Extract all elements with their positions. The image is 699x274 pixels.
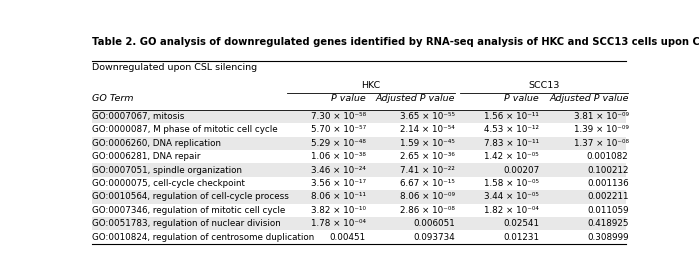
Text: GO:0051783, regulation of nuclear division: GO:0051783, regulation of nuclear divisi…: [92, 219, 280, 228]
Text: 1.58 × 10⁻⁰⁵: 1.58 × 10⁻⁰⁵: [484, 179, 539, 188]
Bar: [92, 190, 626, 204]
Text: 0.02541: 0.02541: [503, 219, 539, 228]
Text: 0.001136: 0.001136: [587, 179, 628, 188]
Text: 0.00207: 0.00207: [503, 166, 539, 175]
Text: P value: P value: [331, 94, 366, 103]
Text: 1.82 × 10⁻⁰⁴: 1.82 × 10⁻⁰⁴: [484, 206, 539, 215]
Bar: [92, 110, 626, 123]
Text: 4.53 × 10⁻¹²: 4.53 × 10⁻¹²: [484, 125, 539, 135]
Text: 3.56 × 10⁻¹⁷: 3.56 × 10⁻¹⁷: [311, 179, 366, 188]
Text: 2.86 × 10⁻⁰⁸: 2.86 × 10⁻⁰⁸: [401, 206, 455, 215]
Text: 0.093734: 0.093734: [413, 233, 455, 242]
Text: 7.83 × 10⁻¹¹: 7.83 × 10⁻¹¹: [484, 139, 539, 148]
Bar: [92, 164, 626, 177]
Text: GO Term: GO Term: [92, 94, 134, 103]
Text: GO:0007051, spindle organization: GO:0007051, spindle organization: [92, 166, 242, 175]
Text: Downregulated upon CSL silencing: Downregulated upon CSL silencing: [92, 64, 257, 72]
Text: 0.100212: 0.100212: [587, 166, 628, 175]
Text: 0.006051: 0.006051: [413, 219, 455, 228]
Text: 0.00451: 0.00451: [330, 233, 366, 242]
Text: 8.06 × 10⁻⁰⁹: 8.06 × 10⁻⁰⁹: [401, 192, 455, 201]
Text: 8.06 × 10⁻¹¹: 8.06 × 10⁻¹¹: [311, 192, 366, 201]
Text: 1.59 × 10⁻⁴⁵: 1.59 × 10⁻⁴⁵: [401, 139, 455, 148]
Text: 1.37 × 10⁻⁰⁸: 1.37 × 10⁻⁰⁸: [574, 139, 628, 148]
Text: 1.06 × 10⁻³⁸: 1.06 × 10⁻³⁸: [311, 152, 366, 161]
Text: 7.30 × 10⁻⁵⁸: 7.30 × 10⁻⁵⁸: [310, 112, 366, 121]
Text: 1.56 × 10⁻¹¹: 1.56 × 10⁻¹¹: [484, 112, 539, 121]
Text: 5.29 × 10⁻⁴⁸: 5.29 × 10⁻⁴⁸: [311, 139, 366, 148]
Text: 3.81 × 10⁻⁰⁹: 3.81 × 10⁻⁰⁹: [574, 112, 628, 121]
Text: 0.01231: 0.01231: [503, 233, 539, 242]
Text: 5.70 × 10⁻⁵⁷: 5.70 × 10⁻⁵⁷: [310, 125, 366, 135]
Text: GO:0006281, DNA repair: GO:0006281, DNA repair: [92, 152, 200, 161]
Text: Table 2. GO analysis of downregulated genes identified by RNA-seq analysis of HK: Table 2. GO analysis of downregulated ge…: [92, 37, 699, 47]
Text: 3.44 × 10⁻⁰⁵: 3.44 × 10⁻⁰⁵: [484, 192, 539, 201]
Text: 2.65 × 10⁻³⁶: 2.65 × 10⁻³⁶: [401, 152, 455, 161]
Text: HKC: HKC: [361, 81, 380, 90]
Text: 1.42 × 10⁻⁰⁵: 1.42 × 10⁻⁰⁵: [484, 152, 539, 161]
Text: GO:0007346, regulation of mitotic cell cycle: GO:0007346, regulation of mitotic cell c…: [92, 206, 285, 215]
Text: 3.82 × 10⁻¹⁰: 3.82 × 10⁻¹⁰: [311, 206, 366, 215]
Text: GO:0006260, DNA replication: GO:0006260, DNA replication: [92, 139, 221, 148]
Text: 0.418925: 0.418925: [587, 219, 628, 228]
Text: 2.14 × 10⁻⁵⁴: 2.14 × 10⁻⁵⁴: [401, 125, 455, 135]
Text: 3.46 × 10⁻²⁴: 3.46 × 10⁻²⁴: [311, 166, 366, 175]
Bar: [92, 137, 626, 150]
Text: 1.78 × 10⁻⁰⁴: 1.78 × 10⁻⁰⁴: [311, 219, 366, 228]
Text: 6.67 × 10⁻¹⁵: 6.67 × 10⁻¹⁵: [401, 179, 455, 188]
Bar: [92, 217, 626, 230]
Text: SCC13: SCC13: [528, 81, 560, 90]
Text: 0.002211: 0.002211: [587, 192, 628, 201]
Text: GO:0010824, regulation of centrosome duplication: GO:0010824, regulation of centrosome dup…: [92, 233, 314, 242]
Text: GO:0000075, cell-cycle checkpoint: GO:0000075, cell-cycle checkpoint: [92, 179, 245, 188]
Text: GO:0010564, regulation of cell-cycle process: GO:0010564, regulation of cell-cycle pro…: [92, 192, 289, 201]
Text: 1.39 × 10⁻⁰⁹: 1.39 × 10⁻⁰⁹: [574, 125, 628, 135]
Text: 3.65 × 10⁻⁵⁵: 3.65 × 10⁻⁵⁵: [401, 112, 455, 121]
Text: 0.308999: 0.308999: [587, 233, 628, 242]
Text: GO:0007067, mitosis: GO:0007067, mitosis: [92, 112, 184, 121]
Text: 0.011059: 0.011059: [587, 206, 628, 215]
Text: 0.001082: 0.001082: [586, 152, 628, 161]
Text: GO:0000087, M phase of mitotic cell cycle: GO:0000087, M phase of mitotic cell cycl…: [92, 125, 278, 135]
Text: Adjusted P value: Adjusted P value: [375, 94, 455, 103]
Text: Adjusted P value: Adjusted P value: [549, 94, 628, 103]
Text: P value: P value: [505, 94, 539, 103]
Text: 7.41 × 10⁻²²: 7.41 × 10⁻²²: [401, 166, 455, 175]
